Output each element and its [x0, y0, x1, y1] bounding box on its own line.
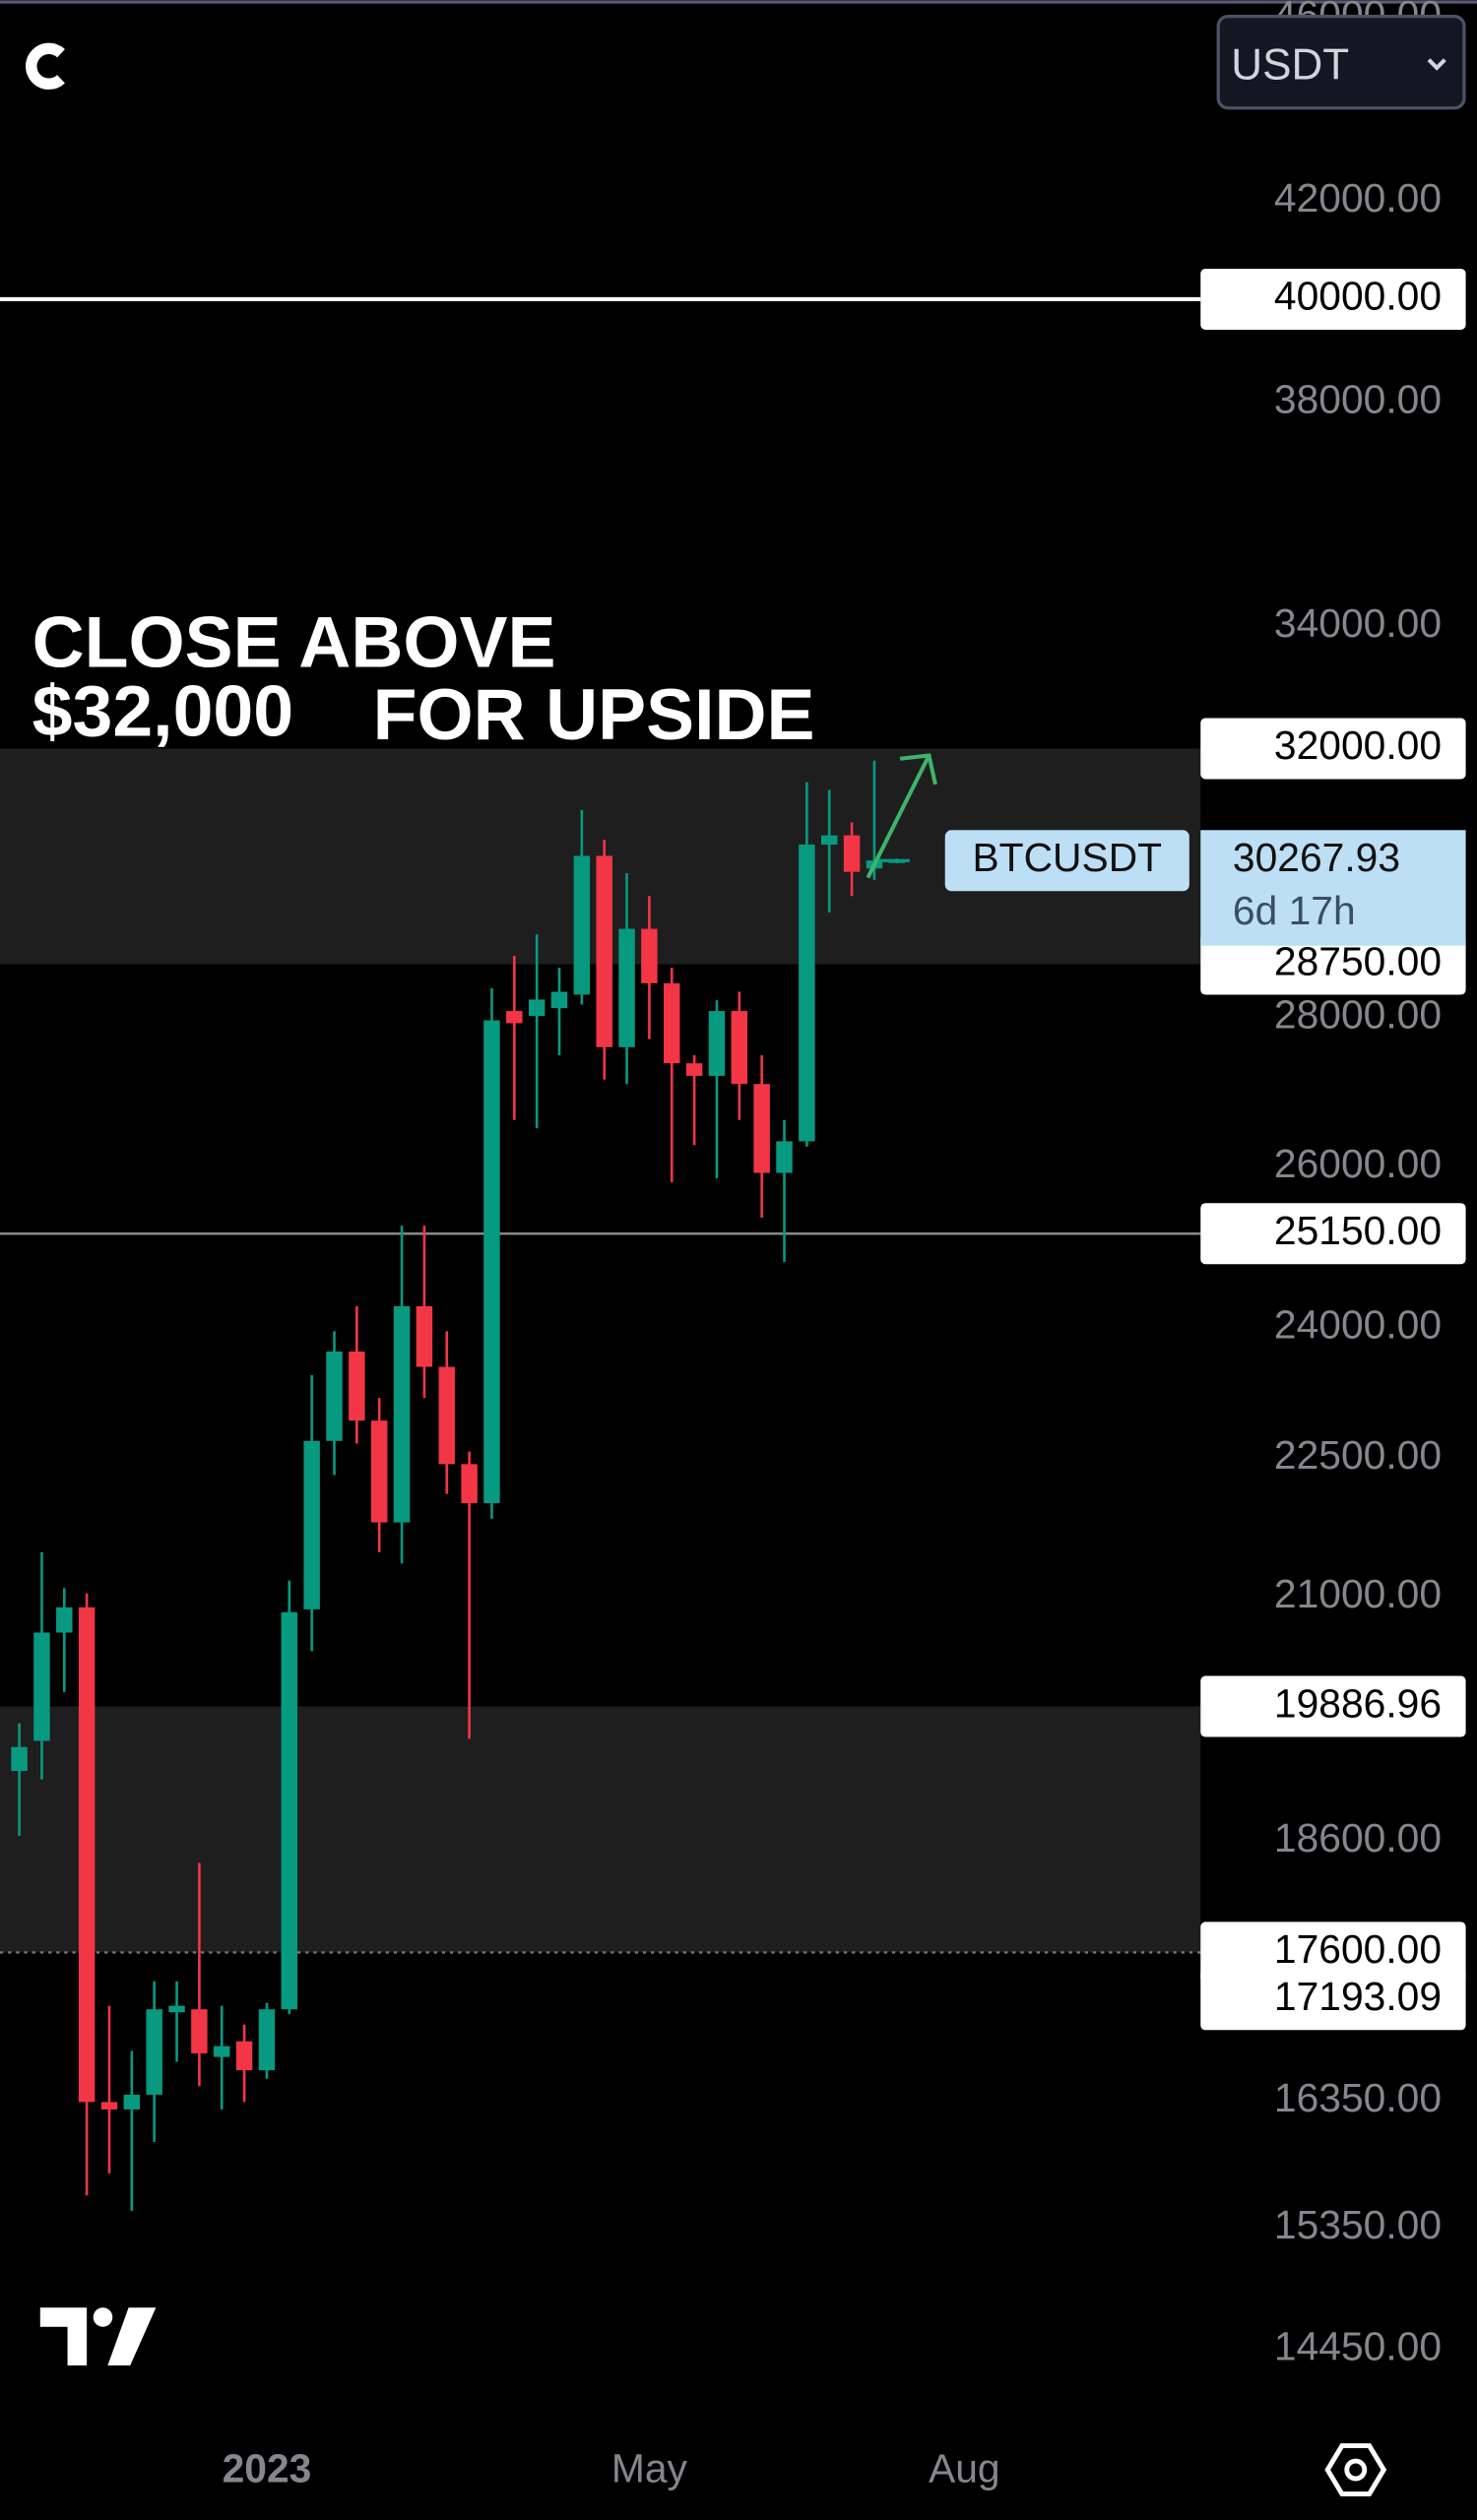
- candle-body: [11, 1746, 28, 1772]
- candle-body: [753, 1084, 770, 1173]
- candle-body: [146, 2009, 162, 2095]
- candle-body: [820, 835, 838, 845]
- price-label-box: [1200, 830, 1466, 946]
- y-tick-label: 15350.00: [1274, 2202, 1442, 2247]
- y-tick-label: 24000.00: [1274, 1302, 1442, 1348]
- y-tick-label: 18600.00: [1274, 1815, 1442, 1860]
- candle-body: [685, 1063, 703, 1076]
- y-tick-label: 21000.00: [1274, 1571, 1442, 1616]
- candle-body: [281, 1611, 298, 2010]
- level-label: 19886.96: [1274, 1680, 1442, 1726]
- annotation-line1: CLOSE ABOVE: [32, 602, 556, 683]
- level-label: 28750.00: [1274, 938, 1442, 983]
- last-price-label: 30267.93: [1233, 835, 1400, 880]
- candle-body: [483, 1020, 500, 1503]
- candle-body: [438, 1366, 455, 1465]
- level-label-box: [1200, 1969, 1466, 2031]
- candle-body: [123, 2094, 141, 2110]
- symbol-label: BTCUSDT: [972, 835, 1162, 880]
- candle-body: [100, 2102, 118, 2110]
- candle-body: [573, 855, 591, 995]
- candle-body: [191, 2009, 208, 2053]
- level-label: 17600.00: [1274, 1926, 1442, 1972]
- candle-body: [33, 1632, 50, 1741]
- candle-body: [416, 1305, 433, 1367]
- candle-body: [550, 991, 568, 1009]
- candle-body: [258, 2009, 276, 2071]
- candle-body: [528, 999, 546, 1017]
- annotation-highlight: $32,000: [32, 671, 293, 752]
- app-logo: [26, 42, 65, 90]
- candle-body: [506, 1011, 523, 1024]
- candle-body: [664, 982, 680, 1064]
- candle-body: [731, 1011, 748, 1085]
- candle-body: [393, 1305, 411, 1523]
- level-label-box: [1200, 1203, 1466, 1265]
- level-label-box: [1200, 268, 1466, 330]
- level-label: 25150.00: [1274, 1208, 1442, 1253]
- candle-body: [235, 2041, 253, 2071]
- dropdown-label: USDT: [1231, 41, 1349, 90]
- candle-body: [776, 1141, 793, 1173]
- y-tick-label: 28000.00: [1274, 991, 1442, 1037]
- level-label: 40000.00: [1274, 274, 1442, 319]
- countdown-label: 6d 17h: [1233, 888, 1356, 933]
- level-label-box: [1200, 1675, 1466, 1737]
- arrow-drawing: [866, 753, 937, 879]
- y-tick-label: 42000.00: [1274, 175, 1442, 220]
- candle-body: [168, 2005, 185, 2013]
- candle-body: [618, 928, 635, 1047]
- dropdown-box: [1216, 15, 1466, 110]
- y-tick-label: 26000.00: [1274, 1141, 1442, 1186]
- y-tick-label: 16350.00: [1274, 2075, 1442, 2120]
- candle-body: [596, 855, 612, 1047]
- y-tick-label: 38000.00: [1274, 377, 1442, 422]
- candle-body: [214, 2046, 230, 2057]
- arrow-shaft: [866, 754, 931, 879]
- candle-body: [349, 1351, 365, 1421]
- level-label-box: [1200, 1922, 1466, 1984]
- arrow-head: [899, 753, 937, 786]
- level-label-box: [1200, 718, 1466, 780]
- level-label: 32000.00: [1274, 723, 1442, 768]
- x-tick-label: May: [611, 2445, 688, 2490]
- candle-body: [641, 928, 658, 983]
- candle-body: [461, 1464, 478, 1503]
- level-label: 17193.09: [1274, 1974, 1442, 2019]
- candle-body: [370, 1420, 388, 1523]
- zone: [0, 1706, 1201, 1953]
- candle-body: [799, 844, 815, 1142]
- candle-body: [78, 1606, 96, 2103]
- annotation-rest: FOR UPSIDE: [373, 674, 815, 755]
- dropdown-chevron: [1427, 58, 1446, 71]
- candle-body: [843, 835, 861, 872]
- candle-body: [303, 1440, 320, 1609]
- y-tick-label: 22500.00: [1274, 1432, 1442, 1478]
- candle-body: [56, 1606, 73, 1633]
- candle-body: [708, 1011, 726, 1076]
- symbol-label-box: [944, 830, 1189, 892]
- y-tick-label: 14450.00: [1274, 2324, 1442, 2369]
- tradingview-logo: [39, 2307, 157, 2365]
- candle-body: [326, 1351, 343, 1441]
- settings-button[interactable]: [1324, 2443, 1387, 2496]
- x-tick-label: Aug: [929, 2445, 1000, 2490]
- level-label-box: [1200, 933, 1466, 995]
- currency-dropdown[interactable]: USDT: [1216, 15, 1466, 110]
- y-tick-label: 34000.00: [1274, 600, 1442, 646]
- x-tick-label: 2023: [223, 2445, 312, 2490]
